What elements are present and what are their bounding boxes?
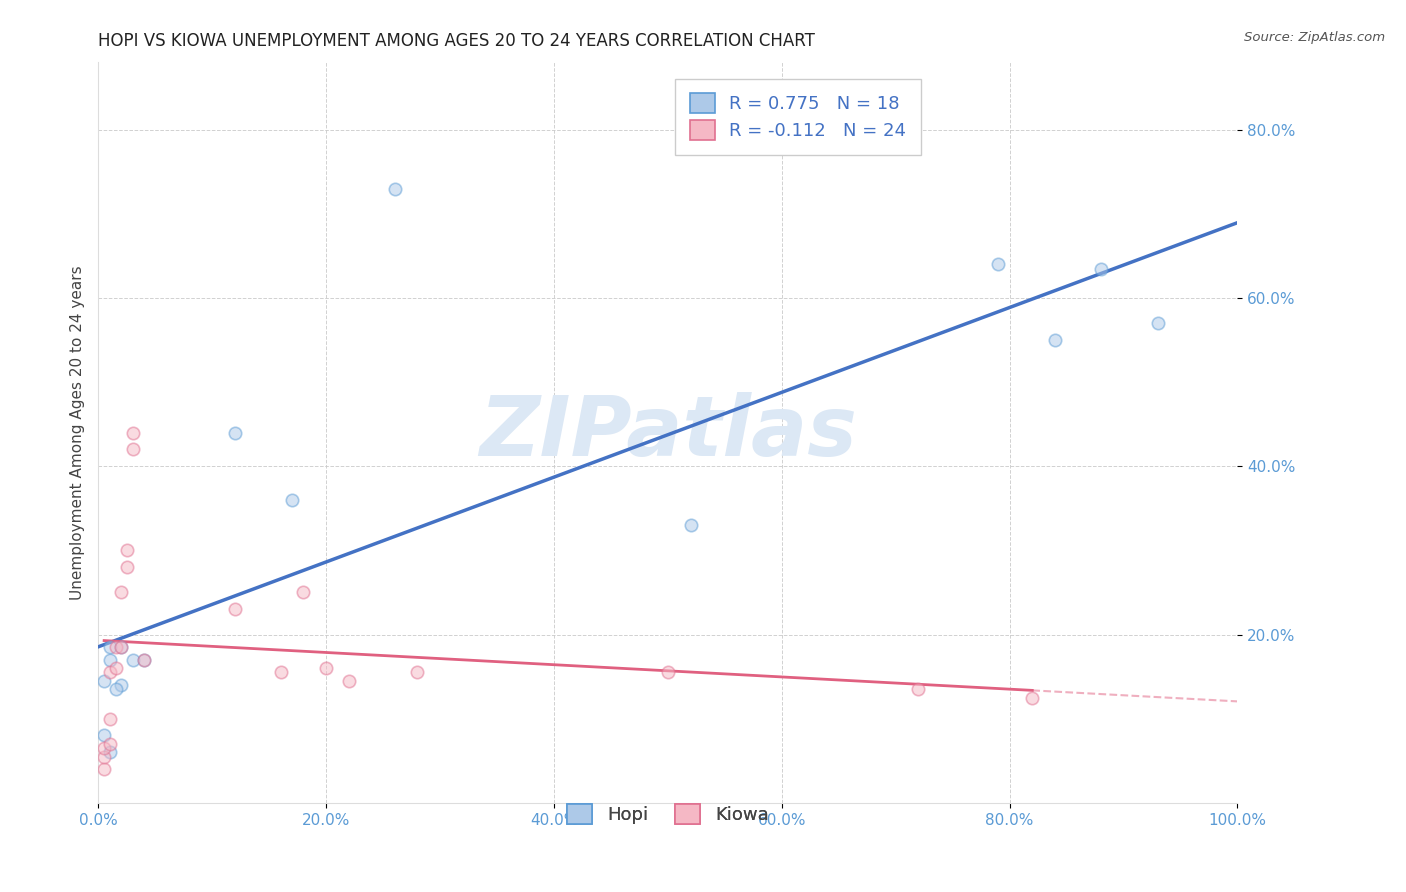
Point <box>93 741 115 756</box>
Point <box>270 665 292 680</box>
Point <box>679 518 702 533</box>
Point <box>337 673 360 688</box>
Point <box>987 257 1010 271</box>
Text: HOPI VS KIOWA UNEMPLOYMENT AMONG AGES 20 TO 24 YEARS CORRELATION CHART: HOPI VS KIOWA UNEMPLOYMENT AMONG AGES 20… <box>98 32 815 50</box>
Point <box>98 737 121 751</box>
Point <box>104 640 127 655</box>
Point <box>110 640 132 655</box>
Point <box>104 661 127 675</box>
Point <box>93 762 115 776</box>
Point <box>121 442 143 457</box>
Point <box>1146 316 1168 330</box>
Point <box>93 673 115 688</box>
Point <box>98 665 121 680</box>
Point <box>281 492 304 507</box>
Point <box>1043 333 1066 347</box>
Point <box>406 665 429 680</box>
Point <box>98 653 121 667</box>
Point <box>1021 690 1043 705</box>
Point <box>110 678 132 692</box>
Point <box>121 653 143 667</box>
Point <box>1090 261 1112 276</box>
Text: Source: ZipAtlas.com: Source: ZipAtlas.com <box>1244 31 1385 45</box>
Point <box>132 653 155 667</box>
Point <box>93 729 115 743</box>
Point <box>110 640 132 655</box>
Point <box>657 665 679 680</box>
Point <box>98 745 121 759</box>
Point <box>110 585 132 599</box>
Point <box>115 560 138 574</box>
Text: ZIPatlas: ZIPatlas <box>479 392 856 473</box>
Point <box>132 653 155 667</box>
Y-axis label: Unemployment Among Ages 20 to 24 years: Unemployment Among Ages 20 to 24 years <box>69 265 84 600</box>
Point <box>224 602 246 616</box>
Point <box>98 640 121 655</box>
Point <box>121 425 143 440</box>
Point <box>115 543 138 558</box>
Point <box>292 585 315 599</box>
Point <box>315 661 337 675</box>
Point <box>104 682 127 697</box>
Point <box>93 749 115 764</box>
Point <box>224 425 246 440</box>
Point <box>98 712 121 726</box>
Legend: Hopi, Kiowa: Hopi, Kiowa <box>553 789 783 838</box>
Point <box>384 181 406 195</box>
Point <box>907 682 929 697</box>
